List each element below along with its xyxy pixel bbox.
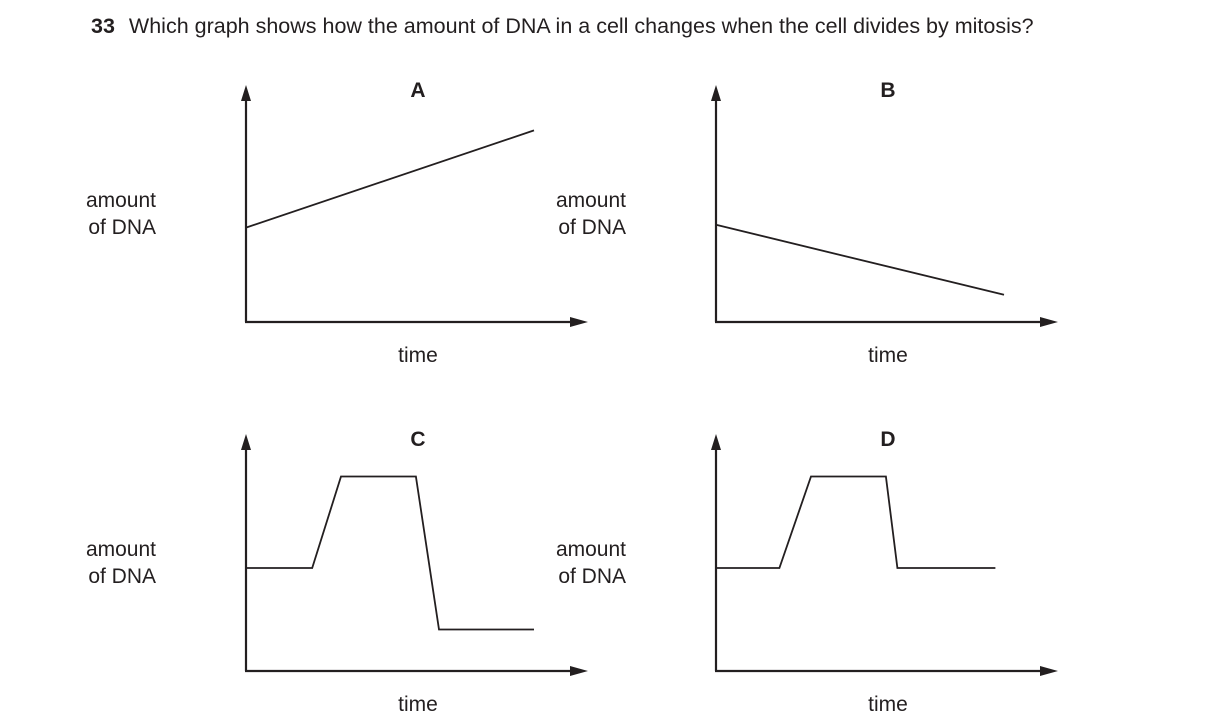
y-axis-arrowhead [241,85,251,101]
chart-c [241,434,588,676]
y-axis-label-line1: amount [555,189,626,212]
y-axis-label-line1: amount [85,189,156,212]
y-axis-arrowhead [711,434,721,450]
x-axis-label-b: time [868,344,908,367]
x-axis-label-d: time [868,693,908,716]
chart-d [711,434,1058,676]
chart-a [241,85,588,327]
panel-label-c: C [410,428,426,451]
question: 33 Which graph shows how the amount of DN… [91,12,1034,40]
y-axis-arrowhead [241,434,251,450]
graph-panel-c: C amount of DNA time [78,362,678,716]
question-text: Which graph shows how the amount of DNA … [128,14,1034,38]
y-axis-label-line2: of DNA [88,565,156,588]
x-axis-arrowhead [570,317,588,327]
chart-b [711,85,1058,327]
dna-amount-line [245,129,535,229]
panel-label-d: D [880,428,896,451]
question-number: 33 [91,14,115,38]
y-axis-label-line1: amount [555,538,626,561]
graph-panel-d: D amount of DNA time [548,362,1148,716]
panel-label-a: A [410,79,426,102]
y-axis-arrowhead [711,85,721,101]
y-axis-label-line2: of DNA [88,216,156,239]
y-axis-label-line1: amount [85,538,156,561]
panel-label-b: B [880,79,896,102]
y-axis-label-line2: of DNA [558,565,626,588]
y-axis-label-d: amount of DNA [548,536,626,590]
x-axis-arrowhead [1040,666,1058,676]
x-axis-arrowhead [570,666,588,676]
x-axis-arrowhead [1040,317,1058,327]
y-axis-label-c: amount of DNA [78,536,156,590]
dna-amount-line [246,475,534,631]
y-axis-label-a: amount of DNA [78,187,156,241]
y-axis-label-line2: of DNA [558,216,626,239]
x-axis-label-a: time [398,344,438,367]
dna-amount-line [716,475,996,569]
y-axis-label-b: amount of DNA [548,187,626,241]
graph-panel-b: B amount of DNA time [548,13,1148,367]
dna-amount-line [715,223,1005,296]
x-axis-label-c: time [398,693,438,716]
graph-panel-a: A amount of DNA time [78,13,678,367]
